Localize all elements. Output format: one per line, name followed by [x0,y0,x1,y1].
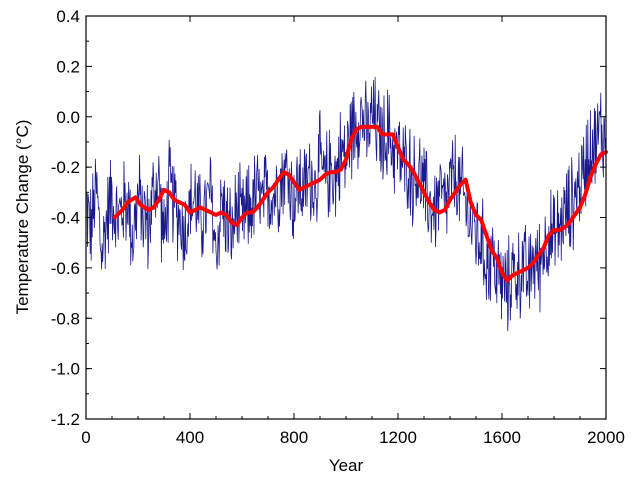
x-tick-label: 2000 [587,428,625,447]
y-tick-label: 0.0 [56,108,80,127]
y-tick-label: 0.2 [56,57,80,76]
y-axis: 0.4 0.2 0.0 -0.2 -0.4 -0.6 -0.8 -1.0 -1.2 [51,7,606,429]
x-tick-label: 1600 [483,428,521,447]
x-tick-label: 800 [280,428,308,447]
plot-area [85,77,608,332]
series-smoothed-line [112,124,608,283]
series-raw-line [85,77,607,332]
y-tick-label: -0.6 [51,259,80,278]
y-tick-label: -1.0 [51,360,80,379]
y-tick-label: -0.4 [51,209,80,228]
x-tick-label: 1200 [379,428,417,447]
x-tick-label: 0 [81,428,90,447]
x-axis: 0 400 800 1200 1600 2000 [81,16,625,447]
x-tick-label: 400 [176,428,204,447]
y-axis-title: Temperature Change (°C) [13,120,32,315]
y-tick-label: 0.4 [56,7,80,26]
x-axis-title: Year [329,456,364,475]
y-tick-label: -0.8 [51,309,80,328]
y-tick-label: -0.2 [51,158,80,177]
y-tick-label: -1.2 [51,410,80,429]
